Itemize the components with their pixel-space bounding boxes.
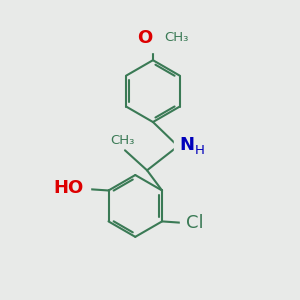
Text: O: O [137, 29, 152, 47]
Text: CH₃: CH₃ [164, 31, 188, 44]
Text: N: N [179, 136, 194, 154]
Text: H: H [195, 144, 205, 157]
Text: CH₃: CH₃ [110, 134, 135, 147]
Text: HO: HO [54, 179, 84, 197]
Text: Cl: Cl [186, 214, 203, 232]
